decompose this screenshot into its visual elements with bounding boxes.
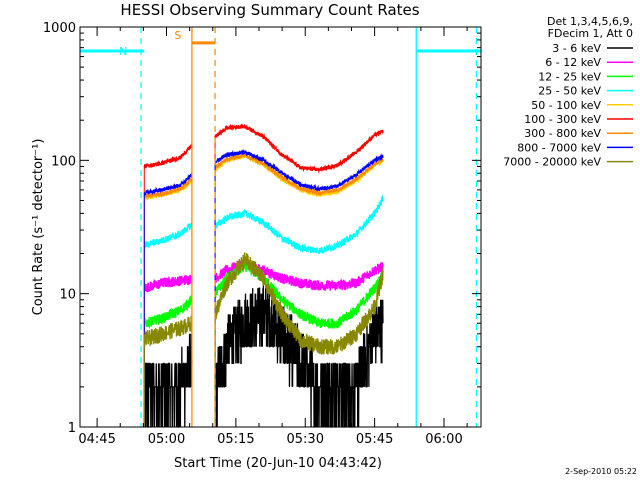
legend-label-5: 100 - 300 keV [524, 113, 601, 126]
x-tick-label-0: 04:45 [78, 432, 115, 447]
series-7-segment-0 [143, 173, 193, 197]
x-tick-label-4: 05:45 [356, 432, 393, 447]
x-tick-label-2: 05:15 [217, 432, 254, 447]
legend-header-1: FDecim 1, Att 0 [548, 27, 633, 40]
series-0-segment-1 [214, 283, 384, 428]
series-0-segment-0 [144, 333, 193, 428]
series-5-segment-0 [143, 143, 193, 169]
footer-timestamp: 2-Sep-2010 05:22 [565, 467, 637, 476]
annotation-0-label: N [119, 45, 127, 58]
x-tick-label-1: 05:00 [148, 432, 185, 447]
series-7-segment-1 [214, 149, 384, 193]
plot-frame [79, 26, 482, 428]
legend-label-6: 300 - 800 keV [524, 127, 601, 140]
legend: Det 1,3,4,5,6,9,FDecim 1, Att 0 3 - 6 keV… [503, 15, 633, 169]
legend-label-3: 25 - 50 keV [538, 85, 601, 98]
series-1-segment-0 [143, 274, 193, 293]
series-3-segment-0 [143, 222, 193, 249]
series-5-segment-1 [214, 123, 384, 174]
x-tick-label-3: 05:30 [287, 432, 324, 447]
y-tick-label-1: 10 [59, 288, 76, 303]
annotation-2-label: S [174, 29, 181, 42]
series-2-segment-0 [143, 294, 193, 330]
y-tick-label-0: 1 [68, 421, 76, 436]
legend-header-0: Det 1,3,4,5,6,9, [547, 15, 633, 28]
legend-label-8: 7000 - 20000 keV [503, 156, 601, 169]
chart-title: HESSI Observing Summary Count Rates [120, 1, 419, 19]
series-8-segment-1 [214, 252, 384, 355]
legend-label-4: 50 - 100 keV [531, 99, 601, 112]
annotation-night-0: N [80, 27, 145, 427]
legend-label-0: 3 - 6 keV [552, 42, 601, 55]
y-axis-label: Count Rate (s⁻¹ detector⁻¹) [31, 139, 46, 316]
series-3-segment-1 [214, 195, 384, 255]
x-tick-label-5: 06:00 [425, 432, 462, 447]
annotation-layer: NS [80, 27, 481, 427]
x-axis-label: Start Time (20-Jun-10 04:43:42) [174, 456, 382, 471]
series-6-segment-1 [214, 152, 384, 197]
series-8-segment-0 [143, 315, 193, 347]
annotation-saa-2: S [174, 27, 216, 427]
y-tick-label-3: 1000 [43, 21, 76, 36]
legend-label-7: 800 - 7000 keV [517, 141, 601, 154]
axis-ticks: 04:45 05:00 05:15 05:30 05:45 06:00 1 10 100 1000 [43, 21, 481, 447]
data-layer [143, 123, 384, 428]
legend-label-2: 12 - 25 keV [538, 70, 601, 83]
legend-label-1: 6 - 12 keV [545, 56, 601, 69]
y-tick-label-2: 100 [51, 154, 76, 169]
annotation-night-1 [415, 27, 481, 427]
series-6-segment-0 [143, 177, 193, 199]
